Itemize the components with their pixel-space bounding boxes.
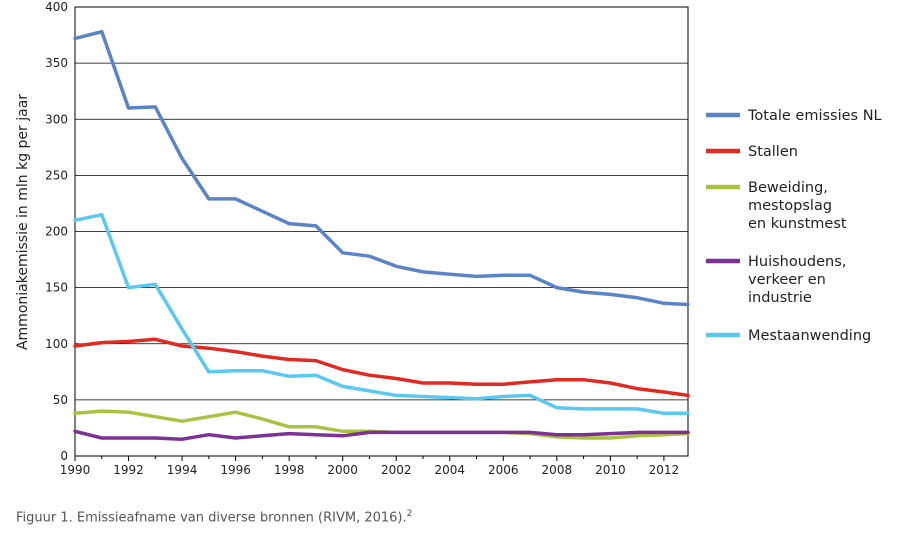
- legend-label-2-1: mestopslag: [748, 198, 832, 214]
- legend-label-2-0: Beweiding,: [748, 180, 828, 196]
- legend-entry-3: Huishoudens, verkeer en industrie: [706, 254, 846, 306]
- x-tick-label-2004: 2004: [434, 463, 465, 477]
- figure-caption: Figuur 1. Emissieafname van diverse bron…: [16, 509, 412, 525]
- legend-entry-0: Totale emissies NL: [706, 108, 882, 124]
- emission-line-chart: 1990 1992 1994 1996 1998 2000 2002 2004 2006 2008…: [15, 0, 882, 477]
- x-tick-label-2000: 2000: [327, 463, 358, 477]
- series-lines: [73, 29, 690, 441]
- series-line-3: [73, 429, 690, 441]
- series-line-0: [73, 29, 690, 307]
- y-axis-label: Ammoniakemissie in mln kg per jaar: [15, 94, 31, 350]
- caption-text: Figuur 1. Emissieafname van diverse bron…: [16, 510, 407, 526]
- x-tick-label-2008: 2008: [542, 463, 573, 477]
- y-tick-label-200: 200: [45, 225, 68, 239]
- x-tick-label-2010: 2010: [595, 463, 626, 477]
- x-tick-label-1994: 1994: [167, 463, 198, 477]
- y-tick-labels: 0 50 100 150 200 250 300 350 400: [45, 0, 68, 463]
- legend-entry-2: Beweiding, mestopslag en kunstmest: [706, 180, 847, 232]
- x-tick-label-1996: 1996: [220, 463, 251, 477]
- legend-label-4-0: Mestaanwending: [748, 328, 871, 344]
- legend-label-3-0: Huishoudens,: [748, 254, 846, 270]
- legend-label-0-0: Totale emissies NL: [747, 108, 882, 124]
- x-tick-label-1998: 1998: [274, 463, 305, 477]
- y-tick-label-0: 0: [60, 449, 68, 463]
- legend-label-3-2: industrie: [748, 290, 812, 306]
- legend-label-2-2: en kunstmest: [748, 216, 847, 232]
- legend-label-1-0: Stallen: [748, 144, 798, 160]
- series-line-4: [73, 212, 690, 416]
- y-tick-label-250: 250: [45, 168, 68, 182]
- series-line-1: [73, 337, 690, 398]
- x-tick-label-1992: 1992: [113, 463, 144, 477]
- y-tick-label-350: 350: [45, 56, 68, 70]
- x-tick-label-2006: 2006: [488, 463, 519, 477]
- y-tick-label-300: 300: [45, 112, 68, 126]
- legend-entry-1: Stallen: [706, 144, 798, 160]
- caption-footnote-mark: 2: [406, 509, 413, 519]
- plot-border: [74, 6, 689, 457]
- legend-entry-4: Mestaanwending: [706, 328, 871, 344]
- y-tick-label-50: 50: [53, 393, 68, 407]
- legend: Totale emissies NL Stallen Beweiding, mesto…: [706, 108, 882, 344]
- plot-frame: [74, 6, 689, 461]
- y-tick-label-100: 100: [45, 337, 68, 351]
- x-tick-label-2002: 2002: [381, 463, 412, 477]
- x-tick-label-1990: 1990: [60, 463, 91, 477]
- x-tick-label-2012: 2012: [649, 463, 680, 477]
- y-tick-label-150: 150: [45, 281, 68, 295]
- x-tick-labels: 1990 1992 1994 1996 1998 2000 2002 2004 2006 2008…: [60, 463, 679, 477]
- legend-label-3-1: verkeer en: [748, 272, 826, 288]
- y-tick-label-400: 400: [45, 0, 68, 14]
